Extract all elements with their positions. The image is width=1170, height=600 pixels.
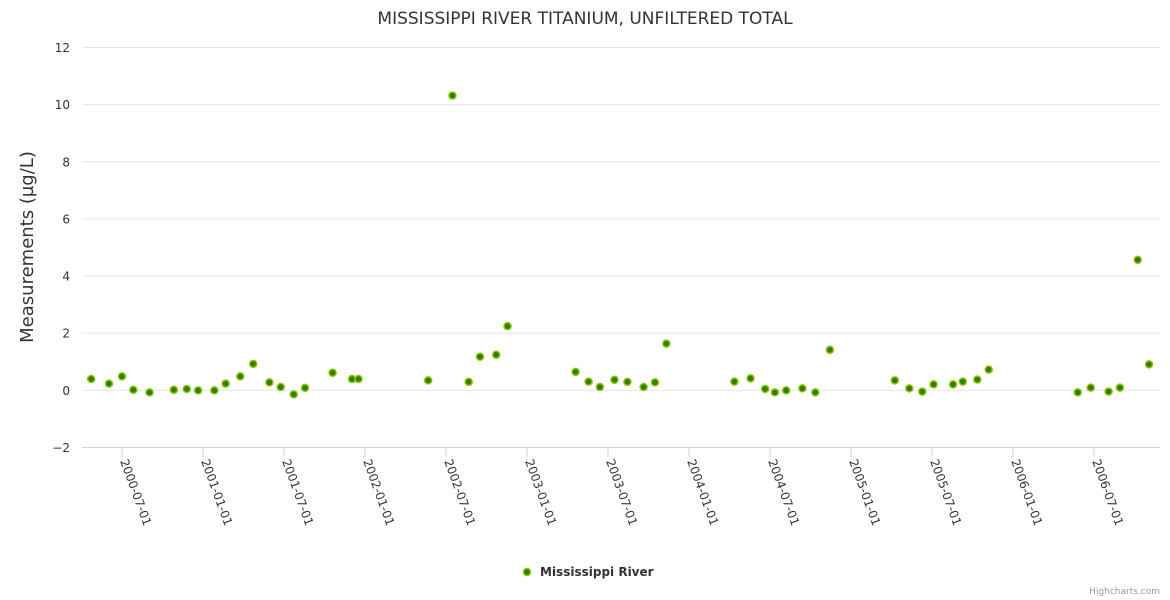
data-point[interactable] — [104, 379, 114, 388]
data-point[interactable] — [610, 375, 619, 385]
data-point[interactable] — [289, 390, 298, 399]
data-point[interactable] — [929, 380, 938, 389]
data-points — [86, 91, 1154, 399]
y-axis-ticks: −2 0 2 4 6 8 10 12 — [52, 41, 70, 455]
data-point[interactable] — [1144, 360, 1154, 369]
data-point[interactable] — [423, 376, 433, 385]
data-point[interactable] — [918, 387, 927, 396]
data-point[interactable] — [328, 368, 337, 377]
y-tick-label: 2 — [62, 327, 70, 341]
data-point[interactable] — [265, 378, 274, 387]
x-tick-label: 2005-07-01 — [927, 457, 964, 527]
grid-lines — [82, 47, 1160, 391]
data-point[interactable] — [117, 372, 127, 381]
data-point[interactable] — [503, 321, 512, 331]
legend-item-mississippi-river[interactable]: Mississippi River — [522, 565, 654, 579]
data-point[interactable] — [890, 376, 899, 385]
data-point[interactable] — [798, 384, 807, 393]
data-point[interactable] — [145, 388, 154, 397]
x-tick-label: 2001-01-01 — [198, 457, 235, 527]
data-point[interactable] — [905, 384, 914, 393]
data-point[interactable] — [730, 377, 739, 386]
data-point[interactable] — [595, 382, 605, 392]
x-tick-label: 2006-01-01 — [1008, 457, 1045, 527]
data-point[interactable] — [464, 377, 473, 387]
y-tick-label: 8 — [62, 155, 70, 169]
x-tick-label: 2000-07-01 — [117, 457, 154, 527]
data-point[interactable] — [182, 384, 192, 394]
data-point[interactable] — [129, 385, 138, 395]
data-point[interactable] — [958, 377, 968, 386]
data-point[interactable] — [760, 384, 770, 394]
data-point[interactable] — [623, 377, 632, 387]
x-tick-label: 2004-01-01 — [684, 457, 721, 527]
data-point[interactable] — [1115, 383, 1125, 392]
data-point[interactable] — [746, 374, 755, 383]
x-tick-label: 2004-07-01 — [765, 457, 802, 527]
data-point[interactable] — [300, 383, 310, 393]
x-tick-label: 2005-01-01 — [846, 457, 883, 527]
y-tick-label: 12 — [55, 41, 70, 55]
y-tick-label: −2 — [52, 441, 70, 455]
x-tick-label: 2002-07-01 — [441, 457, 478, 527]
chart-title: MISSISSIPPI RIVER TITANIUM, UNFILTERED T… — [377, 9, 793, 29]
data-point[interactable] — [475, 352, 485, 361]
data-point[interactable] — [236, 372, 245, 381]
data-point[interactable] — [825, 345, 835, 355]
x-tick-label: 2003-01-01 — [522, 457, 559, 527]
data-point[interactable] — [781, 386, 791, 395]
data-point[interactable] — [448, 91, 457, 100]
x-tick-label: 2001-07-01 — [279, 457, 316, 527]
data-point[interactable] — [248, 359, 258, 369]
data-point[interactable] — [662, 339, 671, 348]
x-tick-label: 2002-01-01 — [360, 457, 397, 527]
x-tick-label: 2003-07-01 — [603, 457, 640, 527]
data-point[interactable] — [1073, 388, 1083, 397]
data-point[interactable] — [276, 382, 286, 392]
data-point[interactable] — [584, 377, 593, 386]
data-point[interactable] — [86, 374, 96, 384]
data-point[interactable] — [984, 365, 993, 374]
data-point[interactable] — [1104, 387, 1113, 396]
y-tick-label: 6 — [62, 212, 70, 226]
data-point[interactable] — [1086, 383, 1096, 392]
credit-link[interactable]: Highcharts.com — [1089, 587, 1160, 597]
data-point[interactable] — [650, 378, 660, 387]
x-axis-ticks: 2000-07-01 2001-01-01 2001-07-01 2002-01-01… — [117, 447, 1126, 528]
data-point[interactable] — [210, 386, 219, 395]
legend-label: Mississippi River — [540, 565, 654, 579]
data-point[interactable] — [1133, 255, 1142, 265]
y-tick-label: 4 — [62, 270, 70, 284]
data-point[interactable] — [948, 380, 958, 389]
data-point[interactable] — [193, 386, 203, 395]
data-point[interactable] — [354, 374, 363, 384]
y-tick-label: 10 — [55, 98, 70, 112]
y-axis-label: Measurements (µg/L) — [17, 151, 38, 343]
data-point[interactable] — [169, 385, 179, 395]
data-point[interactable] — [639, 382, 648, 392]
x-tick-label: 2006-07-01 — [1089, 457, 1126, 527]
legend-marker-icon — [522, 567, 532, 577]
data-point[interactable] — [221, 379, 230, 388]
y-tick-label: 0 — [62, 384, 70, 398]
data-point[interactable] — [491, 350, 501, 359]
data-point[interactable] — [571, 367, 580, 377]
data-point[interactable] — [770, 388, 780, 397]
data-point[interactable] — [973, 375, 982, 384]
data-point[interactable] — [811, 388, 820, 397]
